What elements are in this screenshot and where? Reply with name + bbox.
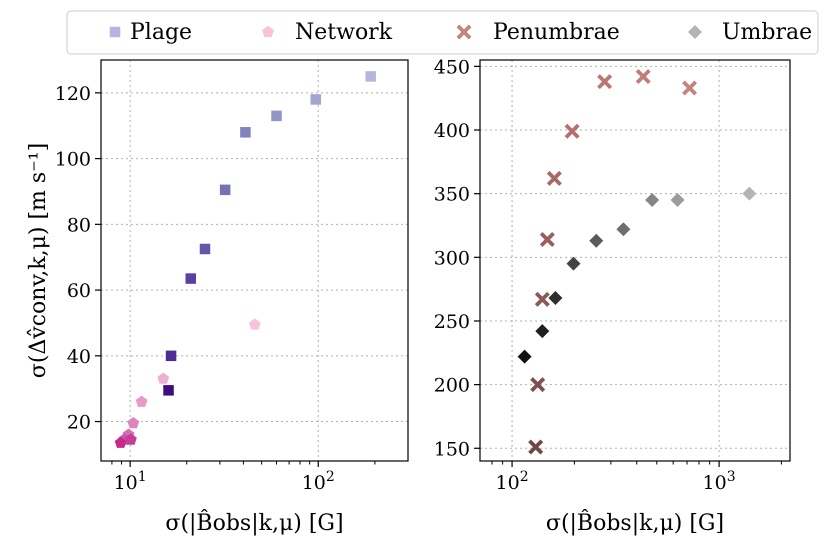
network-point — [114, 436, 127, 448]
umbrae-point — [517, 349, 532, 364]
y-tick-label: 250 — [434, 311, 470, 333]
legend-box — [66, 10, 819, 55]
x-tick-label: 102 — [302, 469, 335, 494]
penumbrae-point — [597, 74, 613, 90]
y-tick-label: 100 — [55, 149, 91, 171]
penumbrae-point — [539, 232, 555, 247]
legend-label: Umbrae — [722, 20, 812, 45]
plage-point — [271, 110, 282, 122]
data-points — [114, 71, 376, 448]
network-point — [248, 318, 261, 330]
plage-point — [163, 385, 174, 396]
legend-diamond-icon — [688, 25, 702, 39]
legend-item-penumbrae: Penumbrae — [456, 20, 620, 45]
plage-point — [165, 350, 177, 362]
umbrae-point — [670, 193, 685, 208]
umbrae-point — [548, 291, 563, 306]
y-tick-label: 120 — [55, 83, 91, 105]
x-tick-label: 103 — [703, 469, 736, 494]
penumbrae-point — [682, 80, 698, 96]
plot-frame — [479, 59, 791, 462]
plage-point — [219, 184, 231, 196]
legend-item-plage: Plage — [109, 20, 192, 45]
umbrae-point — [645, 193, 660, 208]
legend-x-icon — [456, 24, 472, 40]
legend-label: Penumbrae — [493, 20, 620, 45]
y-tick-label: 40 — [67, 346, 91, 368]
x-tick-label: 101 — [114, 469, 147, 494]
legend-item-network: Network — [262, 20, 393, 45]
y-tick-label: 300 — [434, 247, 470, 269]
penumbrae-point — [534, 291, 550, 307]
y-tick-label: 150 — [434, 438, 470, 460]
y-tick-label: 20 — [67, 412, 91, 434]
penumbrae-point — [530, 377, 546, 393]
ticks — [474, 65, 782, 467]
legend: Plage Network Penumbrae Umbrae — [66, 10, 819, 55]
legend-square-icon — [109, 26, 121, 38]
plage-point — [365, 71, 376, 82]
legend-item-umbrae: Umbrae — [688, 20, 812, 45]
y-tick-label: 350 — [434, 184, 470, 206]
y-tick-label: 60 — [67, 280, 91, 302]
plage-point — [310, 94, 322, 105]
network-point — [127, 417, 140, 429]
plot-frame — [100, 59, 409, 462]
ticks — [95, 92, 376, 467]
umbrae-point — [616, 222, 631, 237]
grid — [101, 60, 408, 461]
y-tick-label: 80 — [67, 214, 91, 236]
panel-left: 101 102 20 40 60 80 100 120 σ(|B̂obs|k,μ) [G] σ(Δ… — [26, 59, 409, 536]
plage-point — [199, 243, 211, 255]
data-points — [517, 69, 757, 455]
y-axis-label: σ(Δv̂conv,k,μ) [m s⁻¹] — [26, 143, 51, 378]
legend-label: Plage — [130, 20, 192, 45]
plage-point — [240, 127, 251, 138]
y-tick-label: 450 — [434, 56, 470, 78]
penumbrae-point — [528, 439, 544, 455]
penumbrae-point — [635, 69, 651, 85]
network-point — [135, 395, 148, 407]
penumbrae-point — [546, 170, 562, 186]
umbrae-point — [589, 233, 604, 248]
penumbrae-point — [564, 123, 580, 139]
grid — [480, 60, 790, 461]
x-tick-label: 102 — [496, 469, 529, 494]
panel-right: 102 103 150 200 250 300 350 400 450 σ(|B̂obs|k,μ)… — [434, 56, 791, 536]
y-tick-label: 400 — [434, 120, 470, 142]
legend-label: Network — [295, 20, 393, 45]
umbrae-point — [535, 324, 550, 339]
y-tick-label: 200 — [434, 375, 470, 397]
x-axis-label: σ(|B̂obs|k,μ) [G] — [546, 510, 724, 536]
network-point — [125, 433, 137, 445]
network-point — [157, 372, 170, 384]
plage-point — [185, 273, 197, 284]
x-axis-label: σ(|B̂obs|k,μ) [G] — [165, 510, 343, 536]
legend-pentagon-icon — [262, 25, 274, 37]
umbrae-point — [742, 186, 757, 201]
umbrae-point — [566, 256, 581, 271]
